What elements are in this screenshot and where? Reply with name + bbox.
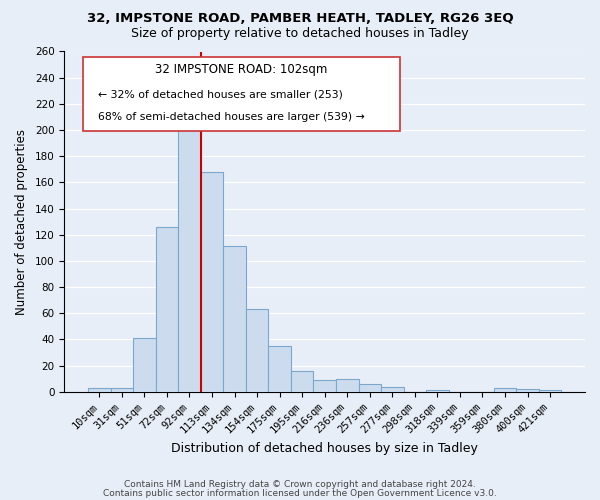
Bar: [223, 246, 246, 392]
X-axis label: Distribution of detached houses by size in Tadley: Distribution of detached houses by size …: [171, 442, 478, 455]
Bar: [494, 388, 516, 392]
Bar: [178, 125, 201, 392]
Bar: [201, 172, 223, 392]
Text: ← 32% of detached houses are smaller (253): ← 32% of detached houses are smaller (25…: [98, 89, 343, 99]
Bar: [133, 338, 155, 392]
Bar: [313, 380, 336, 392]
Bar: [110, 388, 133, 392]
Text: Size of property relative to detached houses in Tadley: Size of property relative to detached ho…: [131, 28, 469, 40]
Bar: [381, 386, 404, 392]
Bar: [359, 384, 381, 392]
Text: Contains public sector information licensed under the Open Government Licence v3: Contains public sector information licen…: [103, 488, 497, 498]
Text: 32, IMPSTONE ROAD, PAMBER HEATH, TADLEY, RG26 3EQ: 32, IMPSTONE ROAD, PAMBER HEATH, TADLEY,…: [86, 12, 514, 26]
Bar: [516, 389, 539, 392]
Bar: [291, 371, 313, 392]
Bar: [336, 378, 359, 392]
Bar: [426, 390, 449, 392]
Bar: [268, 346, 291, 392]
FancyBboxPatch shape: [83, 56, 400, 132]
Y-axis label: Number of detached properties: Number of detached properties: [15, 128, 28, 314]
Bar: [88, 388, 110, 392]
Bar: [246, 310, 268, 392]
Text: Contains HM Land Registry data © Crown copyright and database right 2024.: Contains HM Land Registry data © Crown c…: [124, 480, 476, 489]
Bar: [539, 390, 562, 392]
Text: 68% of semi-detached houses are larger (539) →: 68% of semi-detached houses are larger (…: [98, 112, 365, 122]
Text: 32 IMPSTONE ROAD: 102sqm: 32 IMPSTONE ROAD: 102sqm: [155, 62, 328, 76]
Bar: [155, 227, 178, 392]
